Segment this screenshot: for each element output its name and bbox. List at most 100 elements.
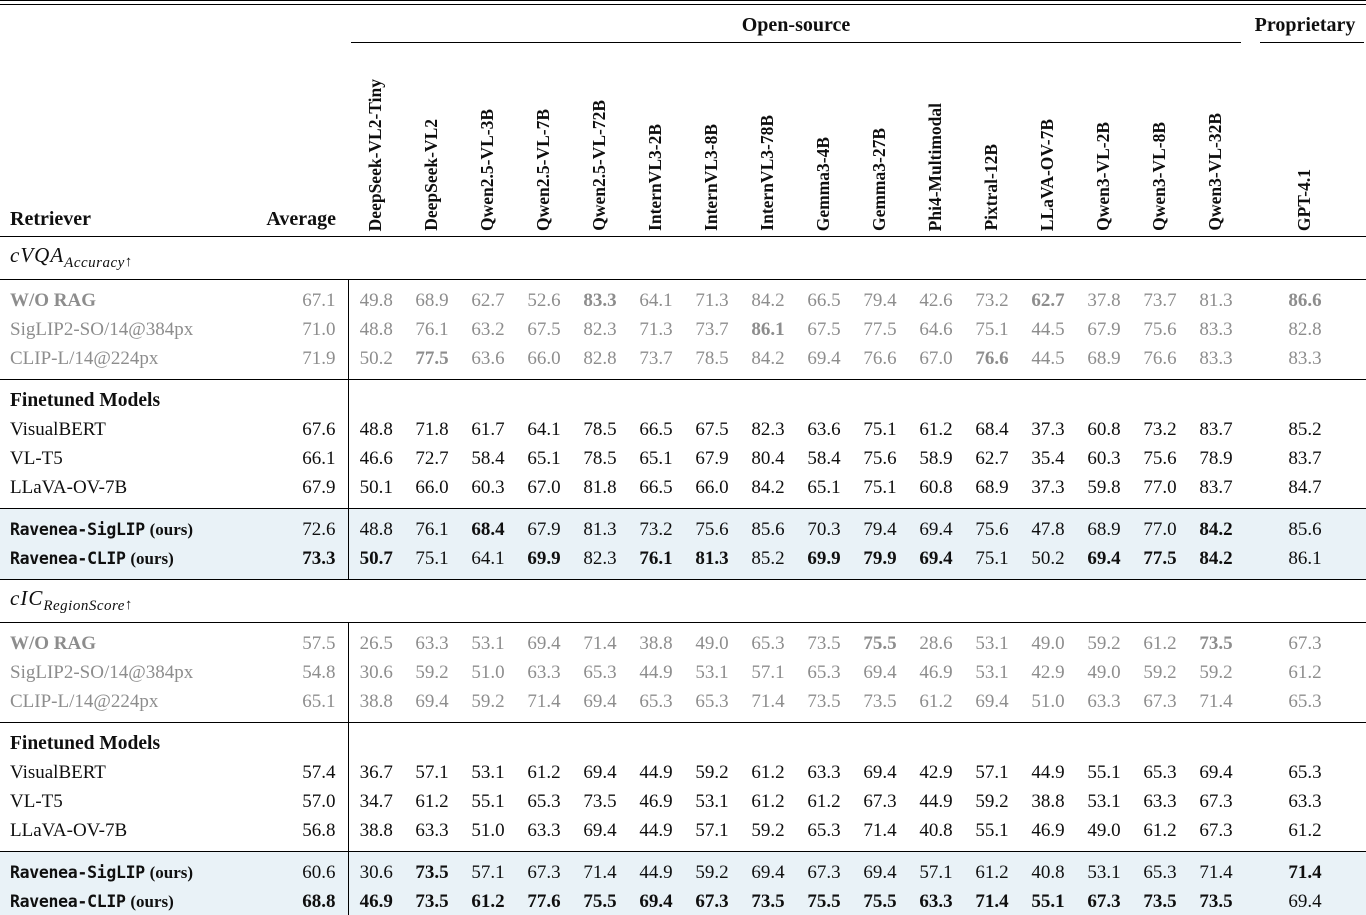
score-cell: 69.4 [628, 887, 684, 915]
score-cell: 44.9 [628, 851, 684, 887]
score-cell: 44.9 [639, 761, 673, 783]
score-cell: 75.6 [1143, 318, 1177, 340]
score-cell: 71.3 [695, 289, 729, 311]
row-clip-l-14-224px: CLIP-L/14@224px 71.9 50.2 77.5 63.6 66.0 82.8 7… [0, 344, 1366, 380]
score-cell: 73.2 [1143, 418, 1177, 440]
column-header-label: Qwen3-VL-2B [1093, 122, 1114, 231]
score-cell: 75.1 [975, 318, 1009, 340]
average-value: 66.1 [252, 444, 349, 473]
column-header-label: Qwen2.5-VL-3B [477, 108, 498, 231]
score-cell: 77.6 [516, 887, 572, 915]
column-header-qwen2-5-vl-72b: Qwen2.5-VL-72B [572, 43, 628, 237]
empty-cell [460, 379, 516, 415]
gpt-score-cell: 63.3 [1288, 790, 1322, 812]
empty-cell [852, 379, 908, 415]
retriever-label: VL-T5 [10, 790, 63, 812]
score-cell: 61.2 [1143, 632, 1177, 654]
row-visualbert: VisualBERT 67.6 48.8 71.8 61.7 64.1 78.5 66.5 67… [0, 415, 1366, 444]
retriever-label: W/O RAG [10, 289, 97, 311]
score-cell: 75.1 [404, 544, 460, 580]
average-value: 60.6 [252, 851, 349, 887]
score-cell: 83.7 [1199, 476, 1233, 498]
score-cell: 55.1 [1087, 761, 1121, 783]
score-cell: 63.6 [807, 418, 841, 440]
score-cell: 82.3 [572, 544, 628, 580]
open-source-label: Open-source [741, 13, 851, 36]
proprietary-group-header: Proprietary [1244, 7, 1366, 43]
score-cell: 38.8 [359, 690, 393, 712]
score-cell: 67.3 [796, 851, 852, 887]
average-value: 67.6 [252, 415, 349, 444]
retriever-label: Ravenea-CLIP [10, 891, 126, 911]
retriever-label: SigLIP2-SO/14@384px [10, 318, 194, 340]
score-cell: 42.9 [919, 761, 953, 783]
score-cell: 48.8 [359, 318, 393, 340]
score-cell: 75.6 [964, 508, 1020, 544]
gpt-score-cell: 71.4 [1244, 851, 1366, 887]
score-cell: 36.7 [359, 761, 393, 783]
gpt-score-cell: 82.8 [1288, 318, 1322, 340]
score-cell: 77.5 [1132, 544, 1188, 580]
score-cell: 67.3 [684, 887, 740, 915]
score-cell: 71.4 [964, 887, 1020, 915]
column-header-label: DeepSeek-VL2-Tiny [365, 78, 386, 231]
column-header-label: InternVL3-78B [757, 115, 778, 231]
score-cell: 30.6 [348, 851, 404, 887]
column-header-label: Qwen3-VL-8B [1149, 122, 1170, 231]
score-cell: 44.9 [639, 661, 673, 683]
score-cell: 67.3 [1143, 690, 1177, 712]
score-cell: 35.4 [1031, 447, 1065, 469]
empty-cell [740, 379, 796, 415]
empty-cell [628, 722, 684, 758]
proprietary-underline [1260, 42, 1365, 43]
score-cell: 86.1 [751, 318, 785, 340]
score-cell: 38.8 [639, 632, 673, 654]
score-cell: 76.1 [404, 508, 460, 544]
retriever-name: Ravenea-CLIP (ours) [0, 544, 252, 580]
score-cell: 55.1 [1020, 887, 1076, 915]
score-cell: 75.6 [1143, 447, 1177, 469]
retriever-label: Ravenea-CLIP [10, 548, 126, 568]
score-cell: 46.9 [919, 661, 953, 683]
score-cell: 59.2 [684, 851, 740, 887]
score-cell: 64.1 [527, 418, 561, 440]
column-header-label: DeepSeek-VL2 [421, 119, 442, 231]
column-header-label: InternVL3-2B [645, 124, 666, 231]
score-cell: 73.5 [863, 690, 897, 712]
score-cell: 70.3 [796, 508, 852, 544]
row-clip-l-14-224px: CLIP-L/14@224px 65.1 38.8 69.4 59.2 71.4 69.4 6… [0, 687, 1366, 723]
score-cell: 61.2 [751, 790, 785, 812]
score-cell: 44.9 [639, 819, 673, 841]
empty-cell [348, 722, 404, 758]
score-cell: 75.5 [863, 632, 897, 654]
retriever-name: W/O RAG [0, 623, 252, 659]
score-cell: 73.5 [807, 690, 841, 712]
score-cell: 79.9 [852, 544, 908, 580]
score-cell: 69.4 [863, 761, 897, 783]
score-cell: 61.2 [1143, 819, 1177, 841]
score-cell: 63.3 [1143, 790, 1177, 812]
empty-cell [572, 722, 628, 758]
model-header-row: Retriever Average DeepSeek-VL2-Tiny DeepS… [0, 43, 1366, 237]
score-cell: 64.1 [639, 289, 673, 311]
score-cell: 65.3 [1132, 851, 1188, 887]
score-cell: 69.9 [516, 544, 572, 580]
score-cell: 63.2 [471, 318, 505, 340]
row-vl-t5: VL-T5 57.0 34.7 61.2 55.1 65.3 73.5 46.9 53.1 61.… [0, 787, 1366, 816]
score-cell: 63.3 [415, 632, 449, 654]
score-cell: 63.3 [908, 887, 964, 915]
score-cell: 79.4 [852, 508, 908, 544]
score-cell: 76.6 [863, 347, 897, 369]
score-cell: 57.1 [695, 819, 729, 841]
score-cell: 46.9 [1031, 819, 1065, 841]
score-cell: 51.0 [471, 819, 505, 841]
section-heading: cICRegionScore↑ [0, 579, 1366, 623]
score-cell: 68.9 [975, 476, 1009, 498]
score-cell: 61.2 [807, 790, 841, 812]
column-header-qwen3-vl-8b: Qwen3-VL-8B [1132, 43, 1188, 237]
score-cell: 59.2 [1199, 661, 1233, 683]
score-cell: 69.4 [583, 761, 617, 783]
row-ravenea-clip: Ravenea-CLIP (ours) 73.3 50.7 75.1 64.1 69.9 8… [0, 544, 1366, 580]
score-cell: 46.9 [348, 887, 404, 915]
table-body: cVQAAccuracy↑ W/O RAG 67.1 49.8 68.9 62.7 52.6… [0, 236, 1366, 915]
